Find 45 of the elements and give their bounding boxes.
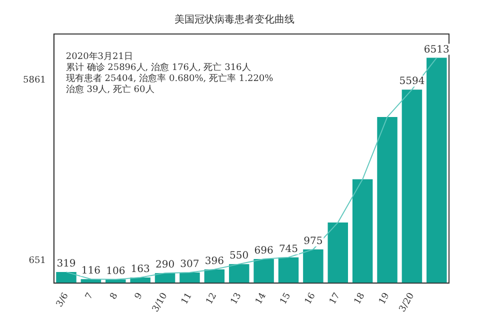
bar (56, 272, 76, 284)
data-label: 163 (130, 264, 150, 276)
x-tick-label: 8 (108, 291, 120, 302)
data-label: 106 (106, 266, 126, 278)
annotation: 治愈 39人, 死亡 60人 (66, 84, 154, 95)
bar (180, 272, 200, 284)
x-tick-label: 7 (84, 291, 96, 302)
x-tick-label: 13 (229, 291, 244, 306)
data-label: 290 (155, 260, 175, 271)
y-tick-label: 651 (28, 256, 46, 266)
bar (328, 222, 348, 284)
bar (204, 269, 225, 284)
x-tick-label: 12 (204, 291, 220, 306)
data-label: 975 (304, 236, 323, 247)
bar (254, 259, 274, 284)
data-label: 6513 (424, 44, 450, 56)
x-tick-label: 17 (328, 291, 343, 306)
bar (228, 264, 250, 284)
annotation: 现有患者 25404, 治愈率 0.680%, 死亡率 1.220% (66, 72, 274, 84)
data-label: 550 (230, 250, 249, 262)
y-tick-label: 5861 (23, 76, 46, 86)
annotation: 累计 确诊 25896人, 治愈 176人, 死亡 316人 (66, 62, 251, 73)
x-tick-label: 14 (254, 291, 269, 306)
data-label: 396 (204, 256, 224, 267)
bar (377, 117, 398, 284)
chart-title: 美国冠状病毒患者变化曲线 (174, 14, 294, 26)
x-tick-label: 3/6 (54, 291, 72, 310)
x-tick-label: 19 (378, 291, 392, 306)
x-tick-label: 16 (303, 291, 318, 306)
bar (303, 249, 324, 284)
x-tick-label: 18 (352, 291, 368, 306)
x-tick-label: 9 (133, 291, 146, 302)
bar (402, 90, 422, 284)
data-label: 5594 (399, 76, 425, 88)
x-tick-label: 15 (278, 291, 294, 306)
data-label: 307 (180, 259, 200, 270)
annotation: 2020年3月21日 (66, 50, 133, 62)
bar (352, 179, 373, 284)
data-label: 116 (81, 266, 100, 277)
bar (426, 58, 447, 284)
data-label: 745 (278, 244, 298, 255)
bar (278, 257, 299, 284)
x-tick-label: 11 (180, 291, 194, 306)
data-label: 696 (254, 246, 274, 257)
data-label: 319 (56, 258, 76, 270)
